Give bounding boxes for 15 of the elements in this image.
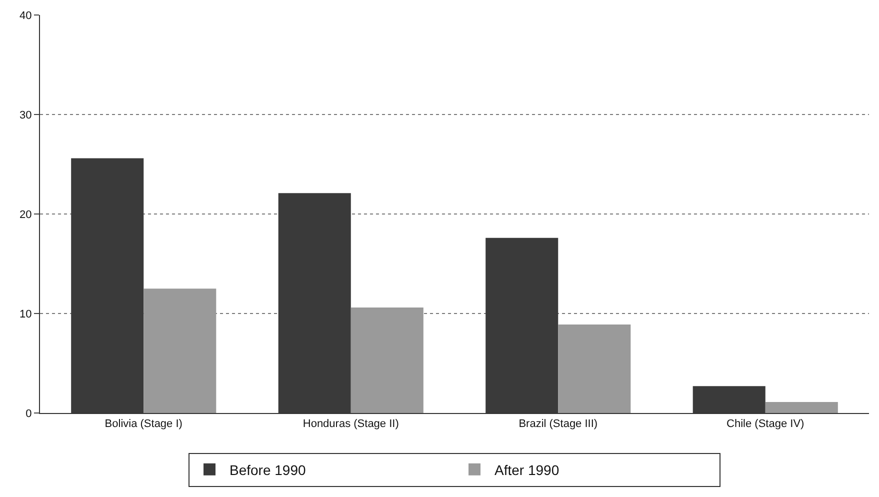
x-tick-label: Chile (Stage IV): [726, 418, 804, 430]
bar: [765, 402, 838, 413]
bar: [144, 288, 216, 413]
x-tick-label: Honduras (Stage II): [302, 418, 399, 430]
bar: [558, 324, 631, 413]
y-tick-label: 10: [20, 308, 32, 320]
y-tick-label: 40: [20, 10, 32, 22]
y-tick-label: 20: [20, 208, 32, 221]
y-tick-label: 30: [20, 109, 32, 122]
x-tick-label: Bolivia (Stage I): [104, 418, 182, 430]
y-tick-label: 0: [26, 408, 32, 420]
legend-label: Before 1990: [230, 462, 306, 478]
legend-label: After 1990: [494, 462, 560, 478]
x-tick-label: Brazil (Stage III): [518, 418, 598, 430]
bar: [350, 308, 424, 413]
